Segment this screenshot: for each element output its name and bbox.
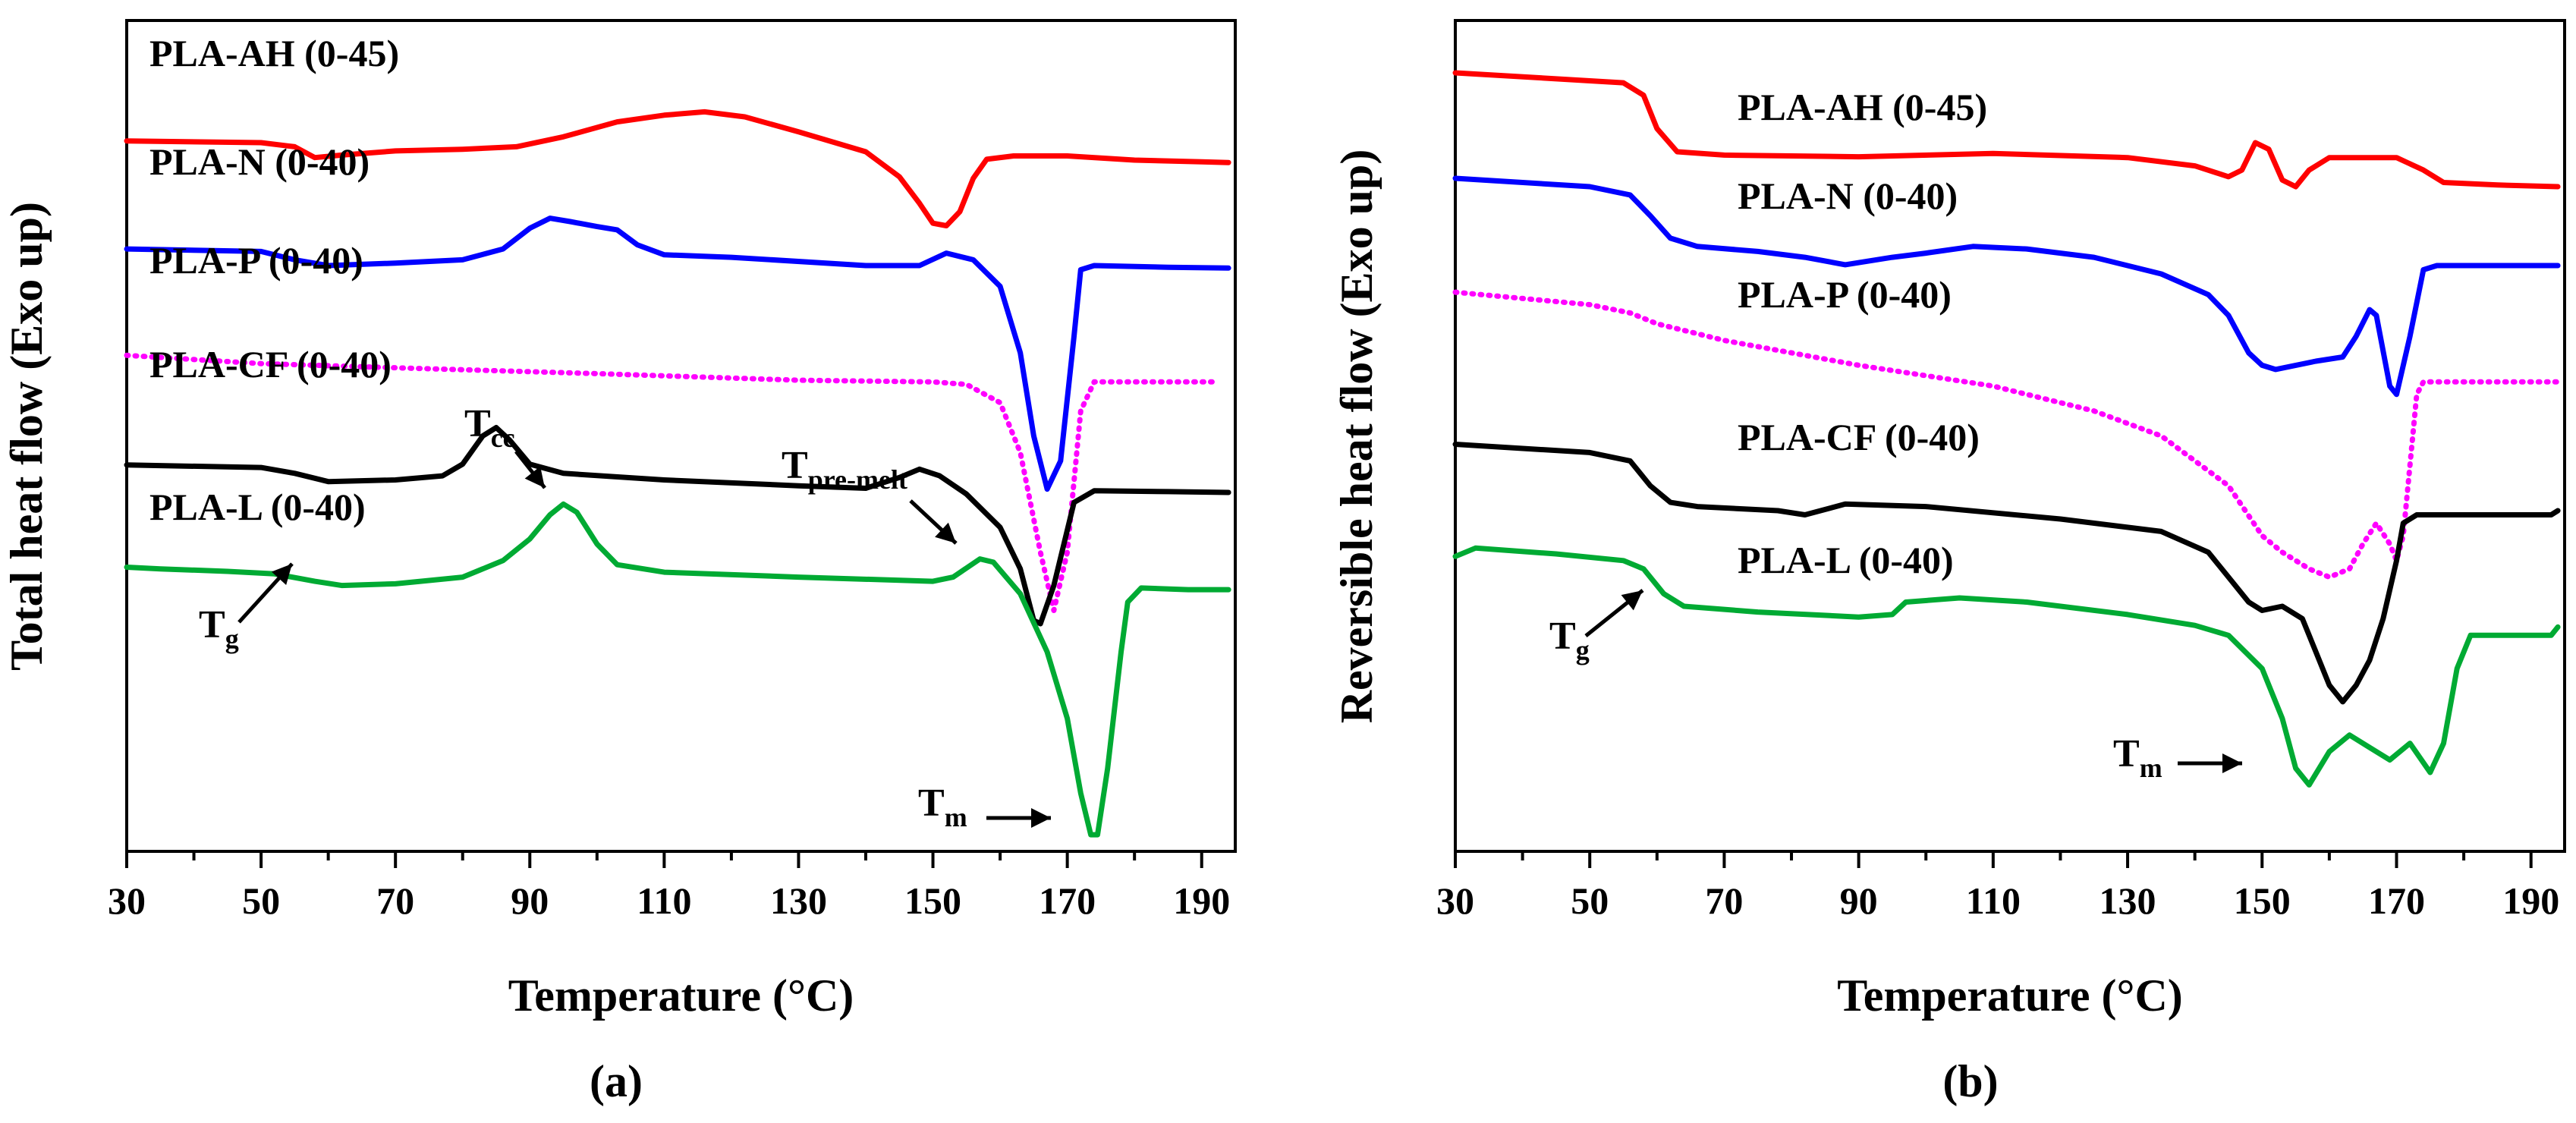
x-tick-label: 130 xyxy=(770,879,827,922)
y-axis-label: Total heat flow (Exo up) xyxy=(2,202,52,671)
series-label: PLA-CF (0-40) xyxy=(149,343,392,385)
series-line-pla-cf-0-40 xyxy=(124,425,1231,627)
arrowhead-icon xyxy=(1621,590,1643,611)
x-axis-label: Temperature (°C) xyxy=(1837,970,2183,1021)
x-tick-label: 90 xyxy=(511,879,549,922)
x-tick-label: 150 xyxy=(904,879,961,922)
arrowhead-icon xyxy=(1031,808,1051,828)
series-line-pla-l-0-40 xyxy=(1452,545,2561,788)
series-label: PLA-L (0-40) xyxy=(149,486,366,528)
x-tick-label: 30 xyxy=(108,879,146,922)
series-label: PLA-N (0-40) xyxy=(1738,175,1958,217)
x-tick-label: 190 xyxy=(1173,879,1230,922)
series-line-pla-p-0-40 xyxy=(1452,289,2561,580)
series-label: PLA-L (0-40) xyxy=(1738,539,1954,581)
series-line-pla-ah-0-45 xyxy=(124,109,1231,228)
annotation-t-m: Tm xyxy=(2113,732,2162,783)
x-tick-label: 90 xyxy=(1840,879,1878,922)
arrowhead-icon xyxy=(935,522,956,543)
series-label: PLA-AH (0-45) xyxy=(149,32,399,74)
annotation-t-pre-melt: Tpre-melt xyxy=(782,444,907,495)
arrowhead-icon xyxy=(524,466,545,488)
x-tick-label: 50 xyxy=(242,879,280,922)
x-axis-label: Temperature (°C) xyxy=(508,970,854,1021)
arrowhead-icon xyxy=(271,564,292,585)
x-tick-label: 50 xyxy=(1571,879,1609,922)
annotation-t-cc: Tcc xyxy=(464,402,515,453)
x-tick-label: 110 xyxy=(637,879,691,922)
series-line-pla-ah-0-45 xyxy=(1452,70,2561,190)
y-axis-label: Reversible heat flow (Exo up) xyxy=(1332,149,1382,724)
annotation-t-g: Tg xyxy=(199,603,239,654)
series-line-pla-cf-0-40 xyxy=(1452,442,2561,705)
x-tick-label: 110 xyxy=(1966,879,2021,922)
series-label: PLA-CF (0-40) xyxy=(1738,416,1980,458)
series-line-pla-p-0-40 xyxy=(124,352,1218,613)
x-tick-label: 130 xyxy=(2099,879,2156,922)
plot-frame xyxy=(1454,19,2566,853)
series-label: PLA-P (0-40) xyxy=(1738,273,1952,316)
series-line-pla-n-0-40 xyxy=(124,215,1231,492)
series-label: PLA-N (0-40) xyxy=(149,140,370,183)
series-line-pla-l-0-40 xyxy=(124,501,1231,838)
x-tick-label: 30 xyxy=(1436,879,1474,922)
panel-a-total-heat-flow: 30 50 70 90 110 130 150 170 190 Temperature (°C) T… xyxy=(2,19,1237,1106)
panel-label: (b) xyxy=(1942,1056,1998,1106)
x-tick-label: 150 xyxy=(2234,879,2291,922)
x-tick-label: 70 xyxy=(376,879,414,922)
panel-label: (a) xyxy=(590,1056,643,1106)
x-tick-label: 70 xyxy=(1705,879,1743,922)
x-tick-label: 190 xyxy=(2502,879,2559,922)
annotation-t-g: Tg xyxy=(1549,615,1590,665)
x-tick-label: 170 xyxy=(1039,879,1096,922)
panel-b-reversible-heat-flow: 30 50 70 90 110 130 150 170 190 Temperature (°C) R… xyxy=(1332,19,2566,1106)
plot-frame xyxy=(125,19,1237,853)
arrowhead-icon xyxy=(2222,753,2242,773)
series-label: PLA-P (0-40) xyxy=(149,239,363,282)
x-tick-label: 170 xyxy=(2368,879,2425,922)
series-line-pla-n-0-40 xyxy=(1452,175,2561,398)
series-label: PLA-AH (0-45) xyxy=(1738,86,1987,128)
annotation-t-m: Tm xyxy=(918,782,967,832)
